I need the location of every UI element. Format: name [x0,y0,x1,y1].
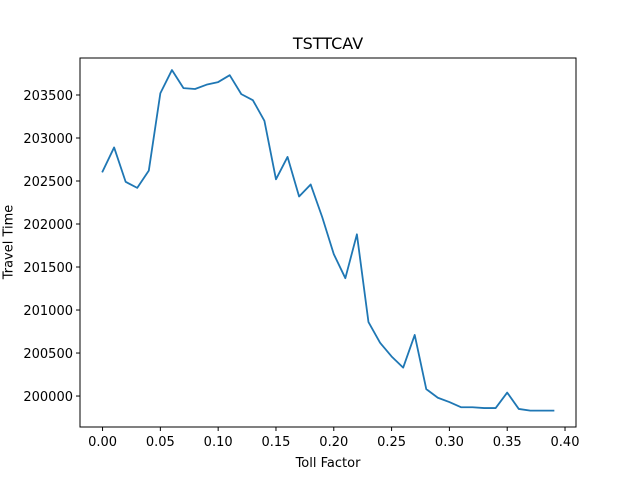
y-tick-label: 203500 [23,89,73,104]
y-tick-label: 203000 [23,132,73,147]
y-tick-label: 201500 [23,261,73,276]
y-axis-ticks: 200000 200500 201000 201500 202000 202500 2030… [23,89,80,405]
x-tick-label: 0.15 [261,435,290,450]
chart-title: TSTTCAV [292,34,363,53]
plot-series [101,69,555,412]
x-tick-label: 0.10 [204,435,233,450]
x-axis-label: Toll Factor [295,456,361,471]
y-tick-label: 202000 [23,218,73,233]
x-tick-label: 0.05 [146,435,175,450]
y-axis-label: Travel Time [2,205,17,281]
x-tick-label: 0.30 [435,435,464,450]
y-tick-label: 202500 [23,175,73,190]
x-tick-label: 0.20 [319,435,348,450]
x-tick-label: 0.00 [88,435,117,450]
series-line [101,69,555,412]
x-tick-label: 0.35 [493,435,522,450]
y-tick-label: 201000 [23,304,73,319]
plot-frame [79,57,577,428]
y-tick-label: 200500 [23,347,73,362]
y-tick-label: 200000 [23,390,73,405]
x-tick-label: 0.40 [551,435,580,450]
x-axis-ticks: 0.00 0.05 0.10 0.15 0.20 0.25 0.30 0.35 0.40 [88,427,579,450]
x-tick-label: 0.25 [377,435,406,450]
